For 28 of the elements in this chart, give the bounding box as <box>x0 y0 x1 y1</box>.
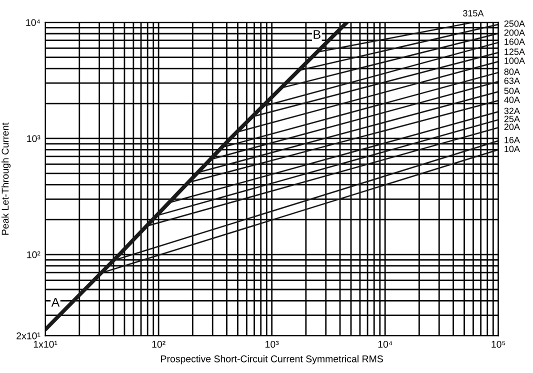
series-label: 63A <box>504 78 520 84</box>
y-tick-label: 10⁴ <box>26 19 40 26</box>
x-tick-label: 10² <box>152 340 166 348</box>
y-axis-title: Peak Let-Through Current <box>2 122 11 235</box>
series-label: 80A <box>504 68 520 75</box>
series-label: 50A <box>504 88 520 94</box>
x-axis-title: Prospective Short-Circuit Current Symmetrical RMS <box>161 355 383 364</box>
series-label: 10A <box>504 146 520 152</box>
series-label: 16A <box>504 136 520 144</box>
x-tick-label: 1x10¹ <box>34 340 58 348</box>
series-label: 125A <box>504 48 525 55</box>
y-tick-label: 10³ <box>27 135 40 142</box>
series-label: 315A <box>463 10 484 16</box>
annotation: B <box>314 30 320 39</box>
series-label: 200A <box>504 29 525 36</box>
x-tick-label: 10³ <box>266 340 279 348</box>
series-label: 40A <box>504 96 520 104</box>
x-tick-label: 10⁵ <box>492 340 506 348</box>
x-tick-label: 10⁴ <box>378 340 392 348</box>
series-label: 32A <box>504 108 520 114</box>
y-tick-label: 2x10¹ <box>16 332 40 340</box>
series-label: 160A <box>504 38 525 45</box>
annotation: A <box>51 298 60 307</box>
series-label: 100A <box>504 58 525 64</box>
y-tick-label: 10² <box>27 251 40 258</box>
series-label: 20A <box>504 124 520 130</box>
series-label: 25A <box>504 116 520 122</box>
series-label: 250A <box>504 20 525 27</box>
